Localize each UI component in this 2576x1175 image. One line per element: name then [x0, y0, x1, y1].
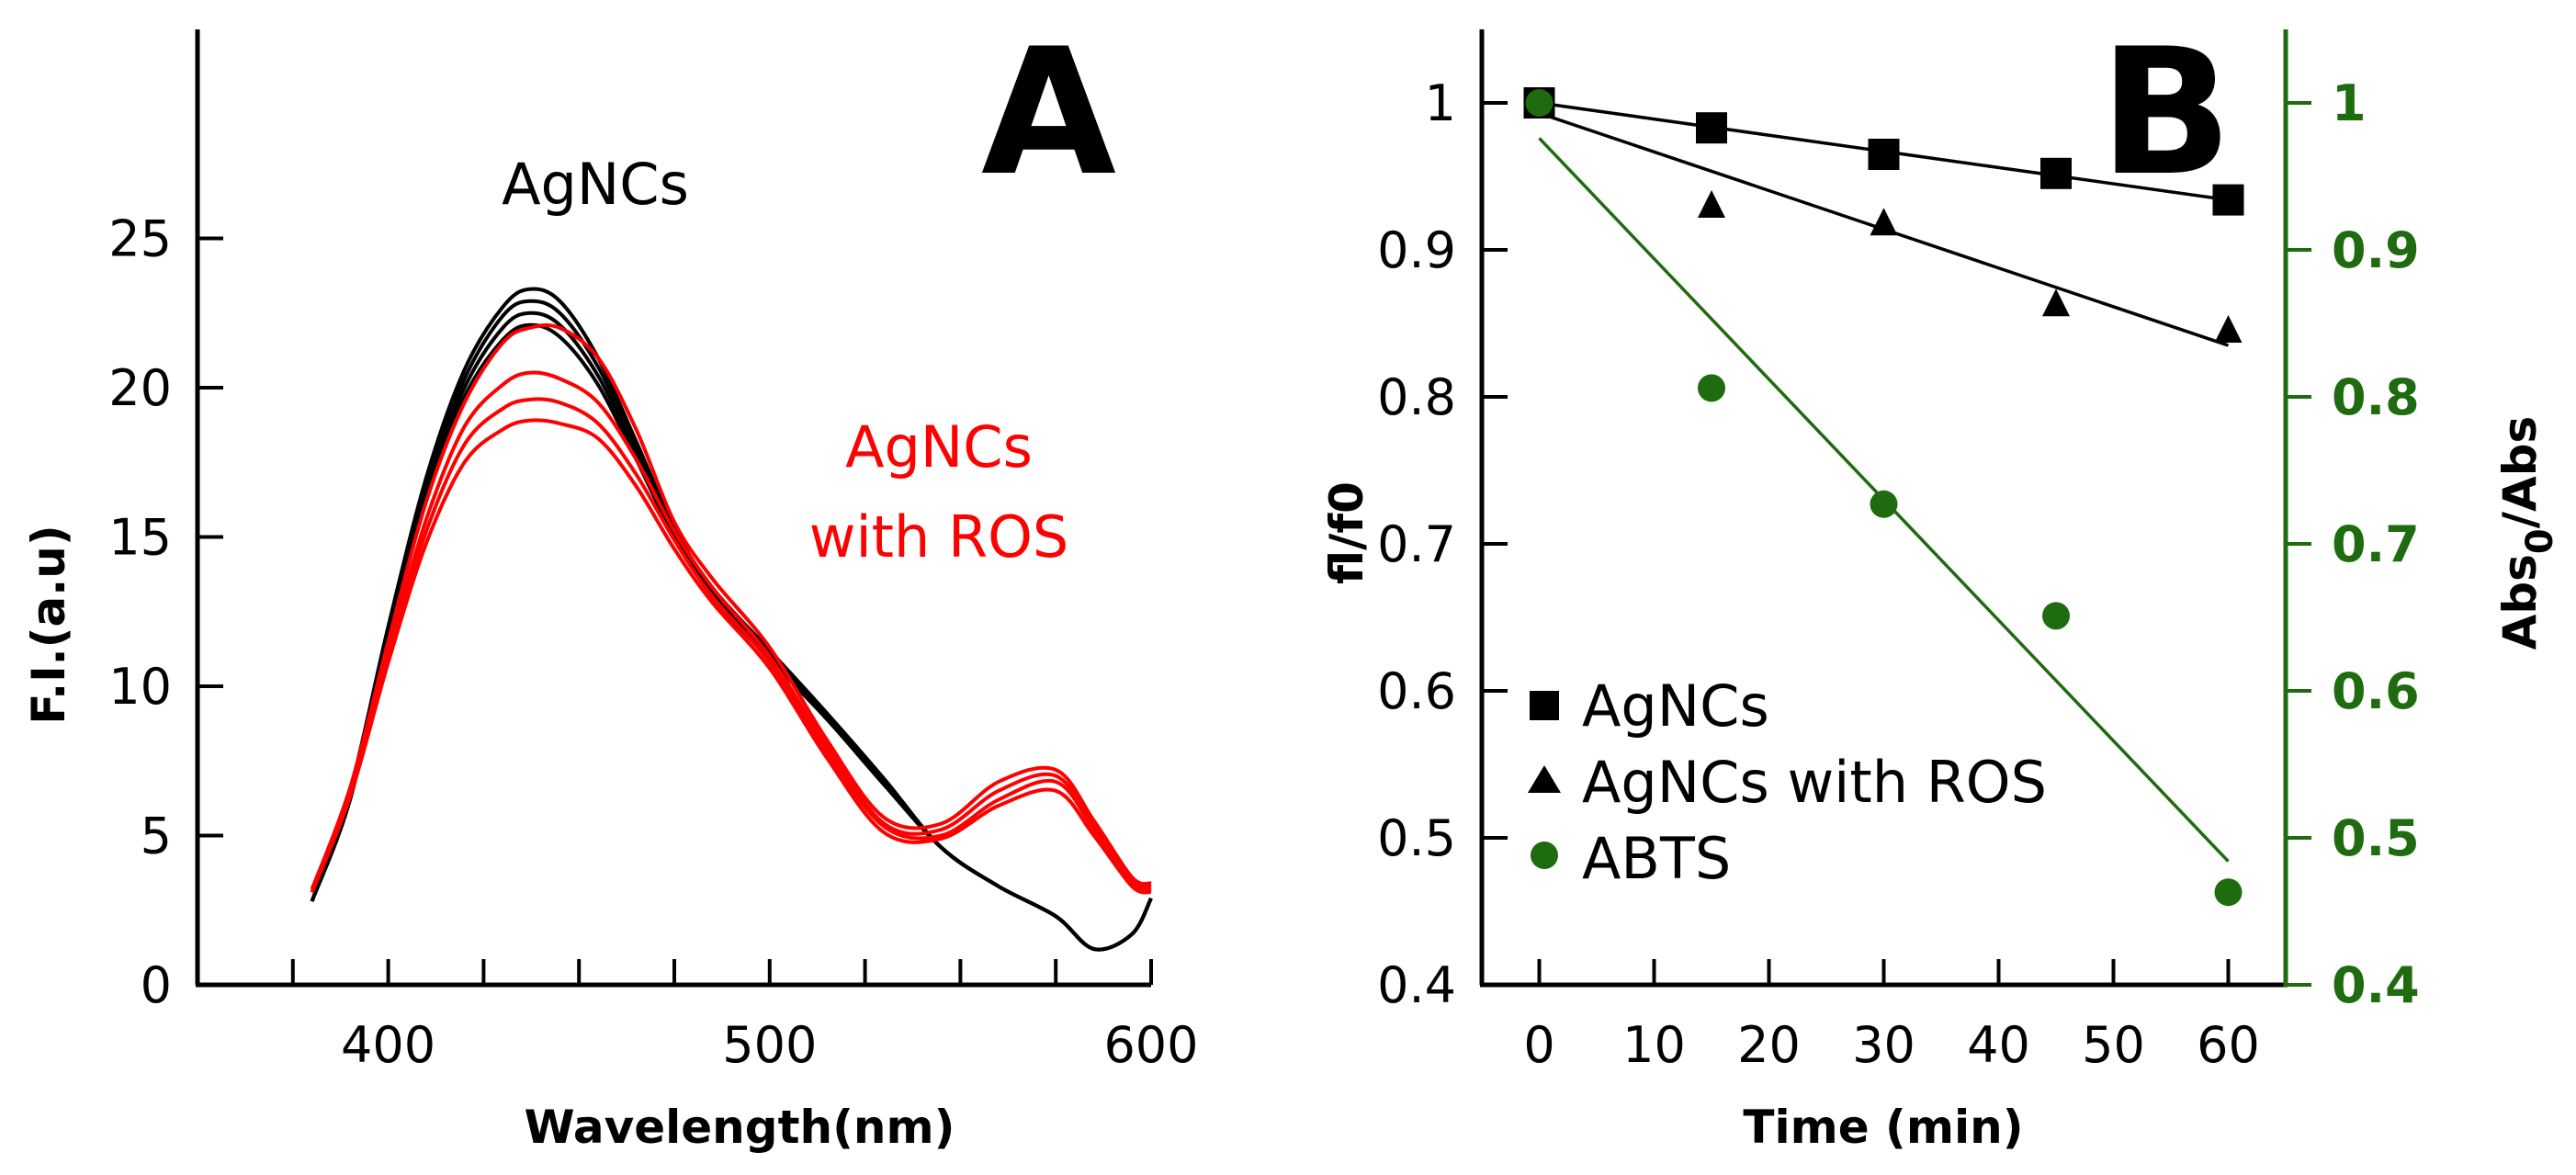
x-tick-label: 40: [1967, 1016, 2030, 1074]
y2-tick-label: 0.4: [2332, 956, 2420, 1014]
spectrum-curve-8: [310, 418, 1152, 895]
y-tick-label: 0.6: [1377, 662, 1456, 720]
abs-label-subscript: 0: [2519, 528, 2561, 554]
x-tick-label: 600: [1103, 1016, 1198, 1074]
panel-b-points: [1523, 87, 2244, 907]
legend-circle-marker: [1531, 842, 1558, 869]
panel-a-y-axis-title: F.I.(a.u): [22, 525, 75, 724]
x-tick-label: 50: [2082, 1016, 2145, 1074]
panel-b-y2-ticks: 0.4 0.5 0.6 0.7 0.8 0.9 1: [2286, 74, 2420, 1014]
spectrum-curve-6: [310, 370, 1152, 890]
legend-label-agncs: AgNCs: [1582, 672, 1769, 740]
y2-tick-label: 0.8: [2332, 368, 2420, 426]
square-point: [1696, 112, 1727, 144]
y-tick-label: 0.8: [1377, 368, 1456, 426]
agncs-annotation: AgNCs: [502, 151, 689, 218]
x-tick-label: 400: [341, 1016, 435, 1074]
legend-square-marker: [1530, 691, 1559, 720]
panel-b-legend: AgNCs AgNCs with ROS ABTS: [1528, 672, 2047, 892]
y2-tick-label: 0.9: [2332, 221, 2420, 279]
triangle-point: [2042, 288, 2070, 317]
legend-label-agncs-ros: AgNCs with ROS: [1582, 749, 2047, 816]
panel-b-x-ticks: 0 10 20 30 40 50 60: [1523, 959, 2260, 1074]
panel-a-x-ticks: 400 500 600: [196, 959, 1199, 1074]
panel-a: 0 5 10 15 20 25 400 500 600 A AgNCs AgNCs with …: [22, 11, 1199, 1154]
y-tick-label: 5: [141, 808, 172, 865]
panel-b: 0.40.50.60.70.80.91 0.40.50.60.70.80.91 …: [1320, 11, 2561, 1154]
y-tick-label: 0.4: [1377, 956, 1456, 1014]
y-tick-label: 1: [1425, 74, 1456, 132]
square-point: [1868, 139, 1900, 170]
x-tick-label: 20: [1737, 1016, 1801, 1074]
y-tick-label: 0.9: [1377, 221, 1456, 279]
x-tick-label: 0: [1523, 1016, 1554, 1074]
circle-point: [2214, 878, 2243, 907]
y2-tick-label: 0.6: [2332, 662, 2420, 720]
abs-label-main: Abs: [2493, 554, 2547, 650]
legend-triangle-marker: [1528, 765, 1561, 793]
y2-tick-label: 0.5: [2332, 809, 2420, 867]
y-tick-label: 25: [108, 210, 172, 268]
spectrum-curve-3: [310, 311, 1153, 952]
triangle-point: [1870, 208, 1898, 236]
panel-b-y2-axis-title: Abs0/Abs: [2493, 416, 2561, 650]
x-tick-label: 60: [2197, 1016, 2260, 1074]
panel-b-label: B: [2099, 11, 2232, 214]
x-tick-label: 10: [1622, 1016, 1686, 1074]
panel-a-curves: [310, 287, 1153, 952]
circle-point: [1698, 374, 1725, 402]
y-tick-label: 10: [108, 658, 172, 716]
panel-a-label: A: [981, 11, 1116, 214]
agncs-ros-annotation-line1: AgNCs: [845, 413, 1033, 480]
y2-tick-label: 1: [2332, 74, 2367, 132]
y-tick-label: 0.5: [1377, 809, 1456, 867]
circle-point: [1870, 490, 1898, 518]
abs-label-tail: /Abs: [2493, 416, 2547, 529]
y2-tick-label: 0.7: [2332, 515, 2420, 573]
square-point: [2212, 184, 2244, 216]
panel-b-y-ticks: 0.4 0.5 0.6 0.7 0.8 0.9 1: [1377, 74, 1508, 1014]
square-point: [2040, 157, 2072, 189]
y-tick-label: 15: [108, 509, 172, 567]
circle-point: [1525, 89, 1554, 117]
spectrum-curve-7: [310, 397, 1152, 894]
panel-a-x-axis-title: Wavelength(nm): [525, 1101, 955, 1154]
x-tick-label: 500: [722, 1016, 817, 1074]
spectrum-curve-5: [310, 322, 1152, 890]
y-tick-label: 0: [141, 956, 172, 1014]
y-tick-label: 0.7: [1377, 515, 1456, 573]
y-tick-label: 20: [108, 359, 172, 417]
x-tick-label: 30: [1852, 1016, 1915, 1074]
circle-point: [2042, 602, 2070, 630]
panel-a-y-ticks: 0 5 10 15 20 25: [108, 210, 223, 1014]
panel-b-y-axis-title: fl/f0: [1320, 481, 1373, 584]
agncs-ros-annotation-line2: with ROS: [809, 503, 1068, 571]
panel-b-x-axis-title: Time (min): [1743, 1101, 2023, 1154]
legend-label-abts: ABTS: [1582, 825, 1731, 892]
triangle-point: [1698, 190, 1725, 218]
triangle-point: [2214, 315, 2243, 343]
